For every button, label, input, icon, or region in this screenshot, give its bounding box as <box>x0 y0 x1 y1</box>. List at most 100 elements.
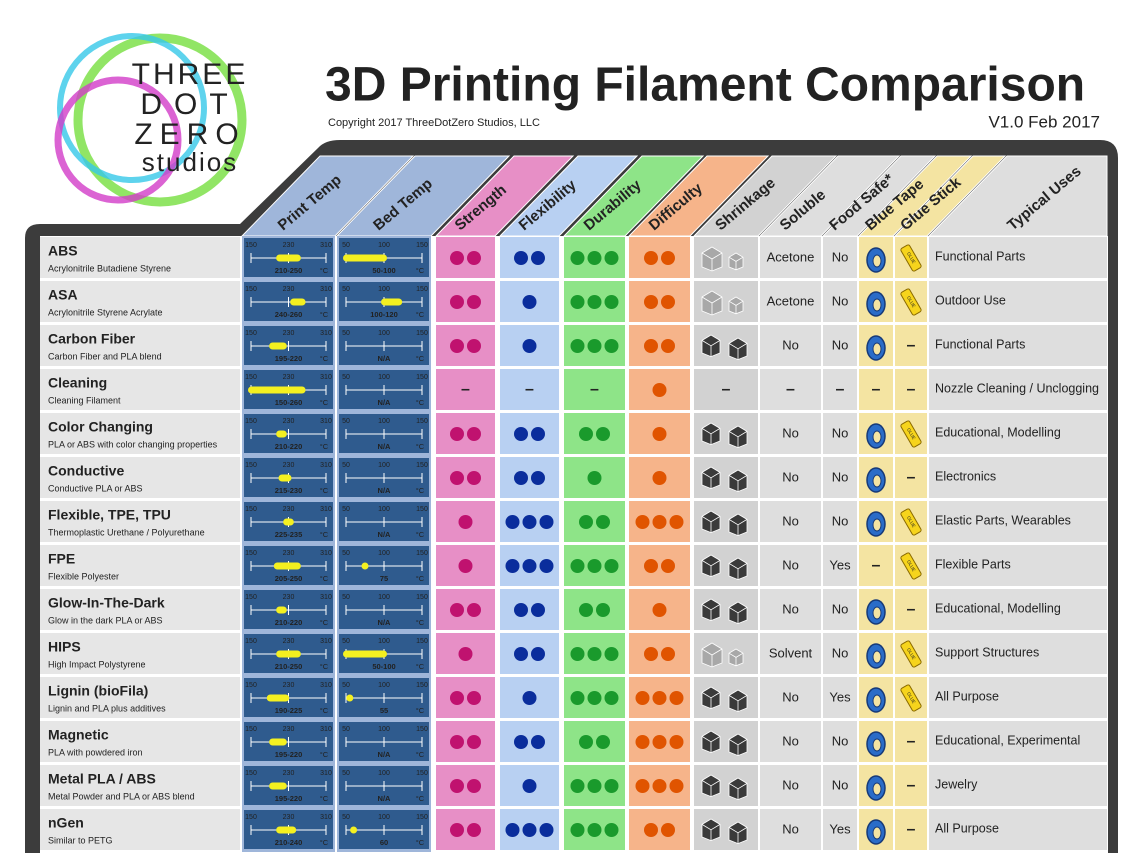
cell-bg <box>823 633 857 674</box>
tape-hole <box>872 518 882 532</box>
rating-dot <box>587 691 602 705</box>
cell-bg <box>895 457 927 498</box>
gauge-value: N/A <box>378 442 392 451</box>
cell-text: No <box>782 425 799 440</box>
gauge-scale-label: 310 <box>320 418 332 425</box>
glue-icon <box>900 420 922 448</box>
cell-text: No <box>832 513 849 528</box>
gauge-scale-label: 150 <box>245 506 257 513</box>
typical-uses: Electronics <box>935 469 996 483</box>
gauge-scale-label: 100 <box>378 726 390 733</box>
cell-text: – <box>907 381 916 398</box>
gauge-scale-label: 50 <box>342 374 350 381</box>
cell-bg <box>823 589 857 630</box>
gauge-scale-label: 310 <box>320 638 332 645</box>
gauge-range <box>269 782 287 790</box>
cell-bg <box>823 457 857 498</box>
row: Magnetic PLA with powdered iron 150 230 310 1… <box>40 720 1107 764</box>
cell-bg <box>895 369 927 410</box>
glue-icon <box>900 508 922 536</box>
gauge-scale-label: 150 <box>245 242 257 249</box>
gauge-unit: °C <box>320 794 329 803</box>
row: Carbon Fiber Carbon Fiber and PLA blend 15… <box>40 324 1107 368</box>
cell-bg <box>823 545 857 586</box>
rating-dot <box>669 779 684 793</box>
cell-bg <box>929 809 1107 850</box>
rating-dot <box>522 339 537 353</box>
cell-bg <box>895 809 927 850</box>
rating-dot <box>644 823 658 837</box>
gauge-unit: °C <box>416 750 425 759</box>
rating-dot <box>522 295 537 309</box>
cell-bg <box>760 589 821 630</box>
gauge-value: 50-100 <box>372 266 395 275</box>
gauge-scale-label: 50 <box>342 638 350 645</box>
gauge-value: 150-260 <box>275 398 303 407</box>
gauge-scale-label: 150 <box>245 726 257 733</box>
cell-bg <box>500 369 559 410</box>
rating-dot <box>450 603 464 617</box>
cell-bg <box>694 369 758 410</box>
tape-hole <box>872 606 882 620</box>
gauge-scale-label: 150 <box>416 374 428 381</box>
cell-bg <box>823 809 857 850</box>
rating-dot <box>514 251 528 265</box>
rating-dot <box>514 603 528 617</box>
cell-bg <box>929 325 1107 366</box>
gauge-scale-label: 50 <box>342 242 350 249</box>
tape-hole <box>872 826 882 840</box>
cell-bg <box>436 237 495 278</box>
rating-dot <box>596 603 610 617</box>
cell-text: No <box>832 733 849 748</box>
cell-bg <box>823 281 857 322</box>
gauge-scale-label: 310 <box>320 814 332 821</box>
gauge-scale-label: 150 <box>416 682 428 689</box>
gauge-scale-label: 150 <box>416 814 428 821</box>
gauge-value: N/A <box>378 530 392 539</box>
rating-dot <box>522 515 537 529</box>
gauge-value: N/A <box>378 486 392 495</box>
gauge-scale-label: 310 <box>320 682 332 689</box>
gauge-range <box>343 650 387 658</box>
gauge-scale-label: 230 <box>283 330 295 337</box>
cell-text: No <box>782 689 799 704</box>
gauge-scale-label: 50 <box>342 330 350 337</box>
gauge-scale-label: 230 <box>283 374 295 381</box>
column-header-bg <box>498 155 639 237</box>
cell-bg <box>436 677 495 718</box>
name-cell <box>40 369 240 410</box>
gauge-scale-label: 50 <box>342 550 350 557</box>
logo-ring <box>73 33 247 207</box>
gauge-scale-label: 100 <box>378 286 390 293</box>
cell-bg <box>823 369 857 410</box>
rating-dot <box>661 823 675 837</box>
rating-dot <box>635 691 650 705</box>
cell-bg <box>436 457 495 498</box>
rating-dot <box>539 515 554 529</box>
gauge-scale-label: 230 <box>283 770 295 777</box>
gauge-scale-label: 310 <box>320 726 332 733</box>
cell-text: – <box>907 821 916 838</box>
cell-text: – <box>461 381 470 398</box>
filament-description: Flexible Polyester <box>48 571 119 581</box>
cell-bg <box>895 325 927 366</box>
rating-dot <box>467 427 481 441</box>
cell-text: No <box>782 601 799 616</box>
cell-bg <box>564 589 625 630</box>
tape-hole <box>872 782 882 796</box>
gauge-scale-label: 150 <box>245 594 257 601</box>
gauge-scale-label: 150 <box>416 286 428 293</box>
cells: Print Temp Bed Temp Strength Flexibility Dur… <box>40 155 1108 852</box>
gauge-value: 205-250 <box>275 574 303 583</box>
rating-dot <box>505 559 520 573</box>
rating-dot <box>467 823 481 837</box>
filament-name: Glow-In-The-Dark <box>48 595 165 611</box>
filament-description: High Impact Polystyrene <box>48 659 146 669</box>
cell-bg <box>500 237 559 278</box>
rating-dot <box>661 559 675 573</box>
filament-description: Conductive PLA or ABS <box>48 483 143 493</box>
glue-label: GLUE <box>906 251 916 264</box>
gauge-unit: °C <box>320 706 329 715</box>
rating-dot <box>514 647 528 661</box>
rating-dot <box>467 779 481 793</box>
